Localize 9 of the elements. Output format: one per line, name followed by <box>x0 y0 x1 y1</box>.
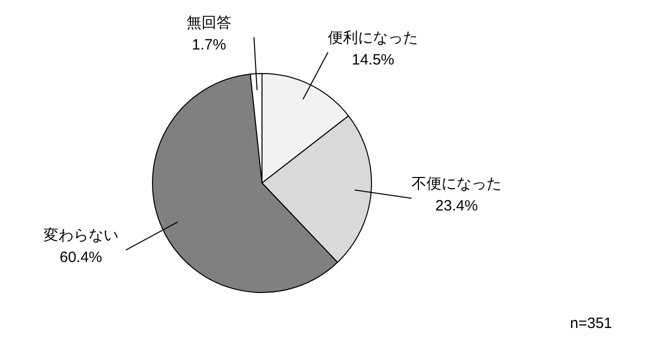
slice-label: 不便になった <box>412 175 502 192</box>
data-label: 14.5% <box>352 51 394 68</box>
data-label: 23.4% <box>435 197 478 214</box>
text: n=351 <box>570 315 612 332</box>
data-label: 1.7% <box>192 36 226 54</box>
slice-label: 便利になった <box>328 29 418 46</box>
data-label: 60.4% <box>60 249 102 266</box>
slice-label: 変わらない <box>43 227 118 244</box>
slice-label: 無回答 <box>186 14 232 32</box>
